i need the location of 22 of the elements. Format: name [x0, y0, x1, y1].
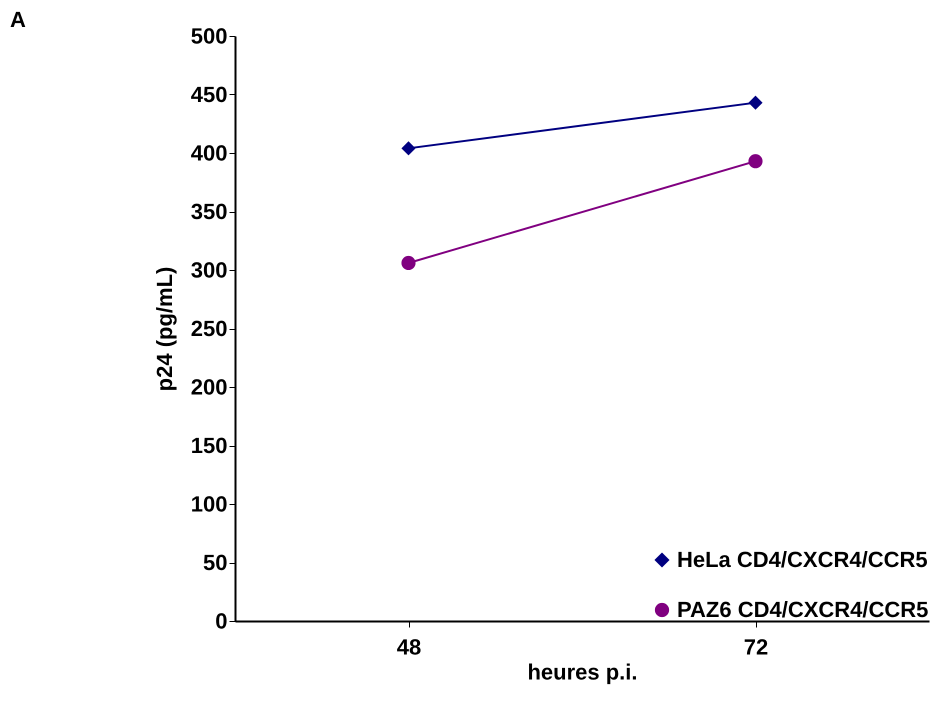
x-tick-label: 48 — [396, 634, 422, 660]
x-axis-title: heures p.i. — [527, 660, 638, 684]
point — [401, 141, 416, 156]
legend-label: HeLa CD4/CXCR4/CCR5 — [677, 547, 928, 572]
y-tick-label: 350 — [190, 199, 228, 224]
legend-label: PAZ6 CD4/CXCR4/CCR5 — [677, 597, 928, 622]
y-tick-label: 50 — [203, 550, 228, 575]
y-tick-label: 500 — [190, 24, 228, 48]
point — [401, 256, 416, 270]
point — [748, 96, 763, 110]
y-tick-label: 300 — [190, 258, 228, 282]
y-axis-title: p24 (pg/mL) — [152, 266, 177, 392]
x-tick-label: 72 — [744, 634, 768, 660]
y-tick-label: 400 — [190, 140, 228, 166]
y-tick-label: 450 — [190, 82, 228, 107]
y-tick-label: 100 — [190, 492, 228, 516]
y-tick-label: 200 — [190, 374, 228, 400]
y-tick-label: 250 — [190, 316, 228, 341]
point — [748, 154, 763, 168]
y-tick-label: 150 — [190, 433, 228, 458]
text: A — [10, 7, 26, 32]
y-tick-label: 0 — [215, 608, 228, 634]
